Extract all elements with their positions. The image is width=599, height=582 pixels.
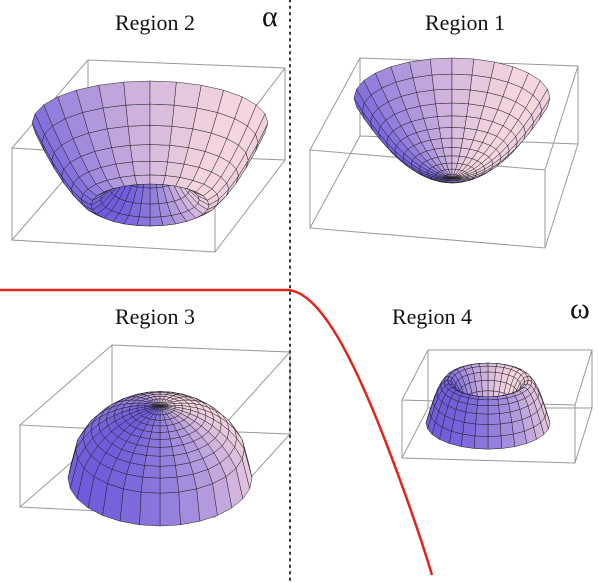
surface-patch — [139, 491, 161, 527]
surface-patch — [487, 371, 496, 381]
surface-patch — [474, 423, 489, 437]
surface-patch — [147, 438, 161, 448]
surface-patch — [149, 103, 175, 127]
surface-patch — [149, 144, 170, 163]
surface-patch — [159, 425, 169, 433]
surface-patch — [487, 435, 503, 450]
surface-patch — [467, 397, 479, 406]
surface-patch — [416, 89, 436, 107]
surface-patch — [499, 411, 513, 425]
surface-patch — [127, 125, 151, 146]
surface-patch — [171, 104, 198, 130]
surface-patch — [476, 404, 489, 415]
surface-patch — [119, 488, 142, 526]
surface-patch — [412, 74, 435, 93]
surface-patch — [409, 58, 433, 78]
surface-patch — [130, 144, 151, 163]
surface-patch — [176, 473, 197, 493]
surface-patch — [471, 58, 495, 78]
alpha-label: α — [262, 0, 278, 33]
region-label: Region 4 — [392, 304, 472, 329]
surface-patch — [159, 465, 178, 479]
surface-patch — [429, 57, 453, 76]
surface-patch — [462, 422, 477, 437]
surface-patch — [134, 174, 151, 185]
surface-patch — [132, 160, 151, 176]
surface-patch — [451, 73, 473, 91]
surface-patch — [159, 491, 181, 527]
surface-patch — [451, 147, 462, 157]
surface-patch — [437, 115, 453, 129]
red-curve — [0, 288, 434, 576]
surface-patch — [475, 413, 489, 425]
surface-patch — [487, 399, 499, 406]
surface-patch — [173, 81, 202, 109]
surface-patch — [159, 455, 176, 467]
surface-patch — [159, 446, 174, 457]
surface-patch — [123, 80, 151, 106]
surface-patch — [146, 446, 161, 457]
surface-patch — [140, 476, 161, 494]
surface-patch — [451, 102, 469, 117]
surface-patch — [149, 80, 177, 106]
surface-patch — [440, 137, 453, 149]
surface-patch — [451, 57, 475, 76]
surface-patch — [487, 365, 497, 373]
surface-patch — [159, 476, 180, 494]
surface-patch — [439, 127, 453, 139]
surface-patch — [149, 431, 161, 440]
surface-patch — [159, 438, 173, 448]
surface-patch — [487, 423, 502, 437]
surface-patch — [442, 147, 453, 157]
surface-patch — [102, 104, 129, 130]
surface-patch — [125, 103, 151, 127]
surface-patch — [451, 137, 464, 149]
surface-patch — [451, 115, 467, 129]
surface-patch — [169, 125, 193, 148]
surface-patch — [468, 89, 488, 107]
surface-patch — [151, 425, 161, 433]
surface-patch — [149, 174, 166, 185]
surface-patch — [479, 365, 489, 373]
surface-patch — [451, 88, 471, 105]
region-label: Region 1 — [425, 10, 505, 35]
surface-patch — [469, 74, 492, 93]
surface-patch — [460, 433, 476, 449]
surface-patch — [487, 413, 501, 425]
surface-patch — [431, 73, 453, 91]
surface-patch — [435, 102, 453, 117]
surface-patch — [433, 88, 453, 105]
omega-label: ω — [570, 292, 590, 325]
surface-patch — [123, 473, 144, 493]
surface-patch — [499, 422, 514, 437]
surface-patch — [98, 81, 127, 109]
region-label: Region 3 — [115, 304, 195, 329]
surface-patch — [144, 455, 161, 467]
surfaces — [31, 57, 551, 527]
surface-patch — [149, 160, 168, 176]
surface-patch — [500, 433, 516, 449]
surface-patch — [178, 488, 201, 526]
surface-patch — [451, 127, 465, 139]
surface-patch — [473, 435, 489, 450]
surface-patch — [107, 125, 131, 148]
surface-patch — [159, 431, 171, 440]
surface-patch — [487, 404, 500, 415]
surface-patch — [463, 411, 477, 425]
surface-patch — [477, 399, 489, 406]
surface-patch — [480, 371, 489, 381]
surface-patch — [497, 397, 509, 406]
region-label: Region 2 — [115, 10, 195, 35]
surface-patch — [149, 125, 173, 146]
surface-patch — [142, 465, 161, 479]
